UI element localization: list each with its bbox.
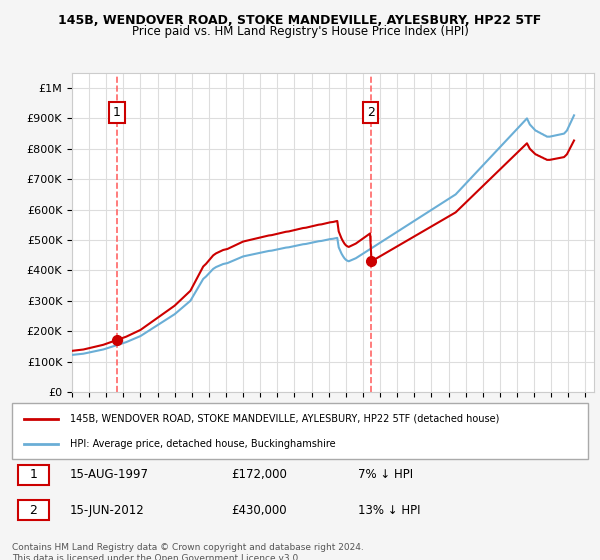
Text: 15-JUN-2012: 15-JUN-2012 <box>70 503 145 517</box>
FancyBboxPatch shape <box>18 500 49 520</box>
Text: 13% ↓ HPI: 13% ↓ HPI <box>358 503 420 517</box>
Text: 145B, WENDOVER ROAD, STOKE MANDEVILLE, AYLESBURY, HP22 5TF: 145B, WENDOVER ROAD, STOKE MANDEVILLE, A… <box>58 14 542 27</box>
Text: 1: 1 <box>29 468 37 482</box>
Text: £430,000: £430,000 <box>231 503 287 517</box>
FancyBboxPatch shape <box>18 465 49 485</box>
Text: 2: 2 <box>367 106 375 119</box>
Text: Contains HM Land Registry data © Crown copyright and database right 2024.
This d: Contains HM Land Registry data © Crown c… <box>12 543 364 560</box>
Text: HPI: Average price, detached house, Buckinghamshire: HPI: Average price, detached house, Buck… <box>70 438 335 449</box>
Text: 2: 2 <box>29 503 37 517</box>
FancyBboxPatch shape <box>12 403 588 459</box>
Text: £172,000: £172,000 <box>231 468 287 482</box>
Text: 145B, WENDOVER ROAD, STOKE MANDEVILLE, AYLESBURY, HP22 5TF (detached house): 145B, WENDOVER ROAD, STOKE MANDEVILLE, A… <box>70 414 499 424</box>
Text: 1: 1 <box>113 106 121 119</box>
Text: Price paid vs. HM Land Registry's House Price Index (HPI): Price paid vs. HM Land Registry's House … <box>131 25 469 38</box>
Text: 7% ↓ HPI: 7% ↓ HPI <box>358 468 413 482</box>
Text: 15-AUG-1997: 15-AUG-1997 <box>70 468 149 482</box>
